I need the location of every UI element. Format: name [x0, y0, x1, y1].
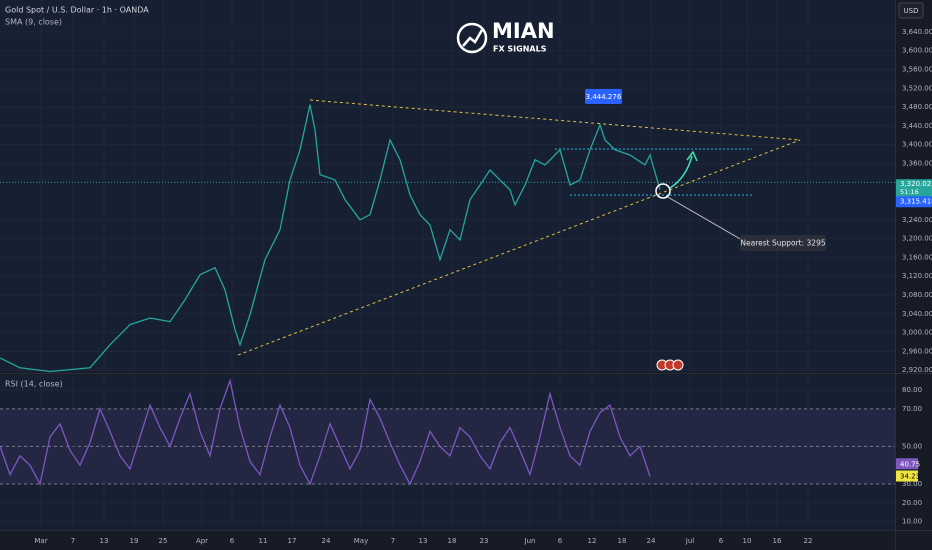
y-tick-label: 3,480.000	[902, 103, 932, 111]
x-tick-label: 7	[71, 537, 75, 545]
x-tick-label: Mar	[34, 537, 47, 545]
arrow	[669, 155, 693, 189]
trend-line	[309, 99, 801, 141]
high-label-box	[585, 89, 622, 104]
y-tick-label: 70.00	[902, 405, 922, 413]
rsi-value-box	[896, 470, 918, 482]
pointer-line	[665, 195, 743, 241]
x-tick-label: 24	[322, 537, 331, 545]
x-tick-label: May	[354, 537, 368, 545]
x-tick-label: 18	[618, 537, 627, 545]
x-tick-label: 16	[773, 537, 782, 545]
y-tick-label: 3,040.000	[902, 310, 932, 318]
x-tick-label: 6	[558, 537, 563, 545]
last-price-label: 3,320.025	[900, 180, 932, 188]
x-tick-label: 13	[419, 537, 428, 545]
y-tick-label: 3,560.000	[902, 66, 932, 74]
unit-label: USD	[904, 7, 919, 15]
x-tick-label: 25	[159, 537, 168, 545]
event-icons	[656, 359, 684, 371]
logo-subtitle: FX SIGNALS	[493, 45, 547, 54]
y-tick-label: 3,160.000	[902, 253, 932, 261]
y-tick-label: 3,640.000	[902, 28, 932, 36]
rsi-pane	[0, 375, 895, 530]
data-line	[0, 378, 651, 486]
chart-title: Gold Spot / U.S. Dollar · 1h · OANDA	[5, 6, 149, 15]
countdown: 51:16	[900, 188, 919, 196]
y-tick-label: 3,240.000	[902, 216, 932, 224]
support-label: Nearest Support: 3295	[740, 239, 825, 248]
grid	[0, 408, 895, 485]
y-tick-label: 3,120.000	[902, 272, 932, 280]
y-tick-label: 80.00	[902, 386, 922, 394]
x-tick-label: 7	[391, 537, 395, 545]
indicator-title: SMA (9, close)	[5, 18, 62, 27]
y-tick-label: 2,920.000	[902, 366, 932, 374]
rsi-value-label: 34.23	[900, 473, 920, 481]
x-tick-label: 10	[743, 537, 752, 545]
logo-title: MIAN	[492, 19, 555, 43]
x-tick-label: 24	[647, 537, 656, 545]
x-tick-label: 23	[480, 537, 489, 545]
y-tick-label: 50.00	[902, 442, 922, 450]
rsi-title: RSI (14, close)	[5, 380, 63, 389]
sma-price-box	[896, 196, 932, 208]
rsi-value-box	[896, 458, 918, 470]
data-line	[0, 104, 661, 373]
x-tick-label: 18	[448, 537, 457, 545]
x-tick-label: 13	[100, 537, 109, 545]
x-tick-label: Jun	[524, 537, 536, 545]
high-label: 3,444.276	[586, 93, 622, 101]
y-tick-label: 2,960.000	[902, 347, 932, 355]
y-tick-label: 3,400.000	[902, 141, 932, 149]
x-tick-label: Jul	[685, 537, 695, 545]
trend-line	[237, 139, 801, 356]
x-tick-label: 12	[588, 537, 597, 545]
arrow-head	[686, 150, 698, 162]
x-tick-label: 6	[230, 537, 235, 545]
last-price-box	[896, 179, 932, 198]
y-tick-label: 3,520.000	[902, 84, 932, 92]
x-tick-label: 11	[259, 537, 268, 545]
y-tick-label: 3,440.000	[902, 122, 932, 130]
y-tick-label: 3,600.000	[902, 47, 932, 55]
x-tick-label: 19	[130, 537, 139, 545]
highlight-circle	[655, 183, 671, 199]
marks	[0, 104, 661, 486]
y-tick-label: 3,200.000	[902, 235, 932, 243]
price-pane	[0, 0, 895, 372]
y-tick-label: 3,360.000	[902, 159, 932, 167]
x-tick-label: 17	[288, 537, 297, 545]
x-tick-label: Apr	[196, 537, 208, 545]
x-tick-label: 6	[719, 537, 724, 545]
y-tick-label: 10.00	[902, 518, 922, 526]
sma-price-label: 3,315.418	[900, 198, 932, 206]
rsi-value-label: 40.75	[900, 460, 920, 468]
y-tick-label: 3,080.000	[902, 291, 932, 299]
y-tick-label: 20.00	[902, 499, 922, 507]
logo: MIAN FX SIGNALS	[456, 19, 555, 54]
unit-box	[898, 2, 924, 19]
x-tick-label: 22	[804, 537, 813, 545]
y-tick-label: 3,000.000	[902, 329, 932, 337]
y-tick-label: 30.00	[902, 480, 922, 488]
support-box	[740, 235, 826, 251]
